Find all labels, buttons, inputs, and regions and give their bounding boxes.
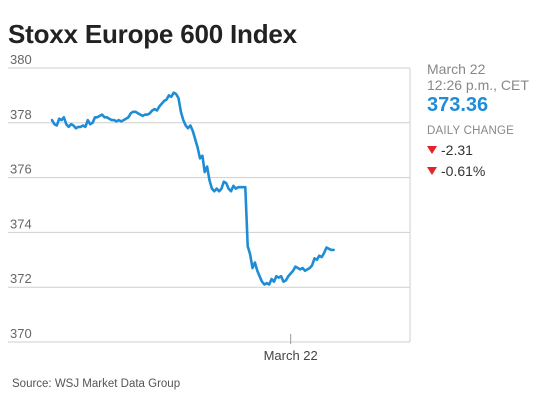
y-axis-ticks: 380 378 376 374 372 370 <box>10 52 32 341</box>
quote-price: 373.36 <box>427 94 489 116</box>
y-tick-label: 376 <box>10 162 32 177</box>
quote-time: 12:26 p.m., CET <box>427 77 529 93</box>
y-tick-label: 380 <box>10 52 32 67</box>
source-note: Source: WSJ Market Data Group <box>12 378 181 390</box>
quote-panel: March 22 12:26 p.m., CET 373.36 DAILY CH… <box>427 61 542 179</box>
y-tick-label: 372 <box>10 271 32 286</box>
chart-title: Stoxx Europe 600 Index <box>8 19 297 49</box>
down-triangle-icon <box>427 146 437 154</box>
y-tick-label: 374 <box>10 216 32 231</box>
x-tick-label: March 22 <box>264 348 318 363</box>
change-percent-row: -0.61% <box>427 163 542 179</box>
quote-date: March 22 <box>427 61 486 77</box>
gridlines <box>8 67 411 343</box>
daily-change-label: DAILY CHANGE <box>427 125 514 137</box>
y-tick-label: 378 <box>10 107 32 122</box>
change-percent: -0.61% <box>441 163 486 179</box>
change-points-row: -2.31 <box>427 142 542 158</box>
series-line <box>50 91 335 286</box>
down-triangle-icon <box>427 167 437 175</box>
y-tick-label: 370 <box>10 326 32 341</box>
x-axis: March 22 <box>264 334 318 363</box>
change-points: -2.31 <box>441 142 473 158</box>
